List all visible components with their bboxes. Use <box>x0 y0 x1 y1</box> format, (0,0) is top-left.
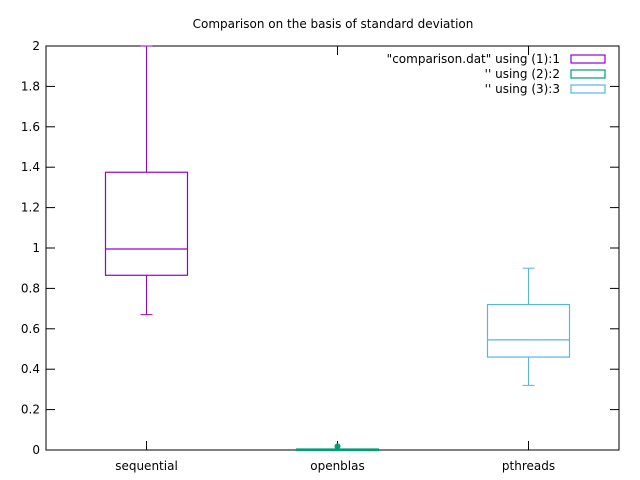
y-tick-label: 0 <box>32 443 40 457</box>
y-tick-label: 0.8 <box>21 281 40 295</box>
box-iqr <box>104 171 189 276</box>
outlier-point <box>334 443 341 450</box>
plot-border <box>45 45 620 451</box>
box-series <box>104 45 189 316</box>
axes: 0 0.2 0.4 0.6 0.8 1 1.2 1.4 1.6 1.8 2 sequential ope… <box>21 39 620 473</box>
y-tick-label: 0.6 <box>21 322 40 336</box>
legend-label: "comparison.dat" using (1):1 <box>387 52 560 66</box>
y-tick-label: 0.2 <box>21 403 40 417</box>
legend-swatch <box>570 54 606 64</box>
boxes <box>104 45 571 452</box>
y-tick-label: 1 <box>32 241 40 255</box>
legend: "comparison.dat" using (1):1'' using (2)… <box>387 52 606 96</box>
box-series <box>295 443 380 452</box>
y-tick-label: 1.8 <box>21 79 40 93</box>
legend-swatch <box>570 69 606 79</box>
box-iqr <box>486 303 571 358</box>
x-tick-label: openblas <box>310 459 365 473</box>
box-series <box>486 267 571 386</box>
chart-title: Comparison on the basis of standard devi… <box>193 17 474 31</box>
y-tick-label: 1.4 <box>21 160 40 174</box>
x-tick-label: sequential <box>115 459 178 473</box>
legend-label: '' using (2):2 <box>485 67 560 81</box>
x-tick-label: pthreads <box>502 459 555 473</box>
y-tick-label: 2 <box>32 39 40 53</box>
y-tick-label: 0.4 <box>21 362 40 376</box>
y-tick-label: 1.2 <box>21 201 40 215</box>
legend-label: '' using (3):3 <box>485 82 560 96</box>
legend-swatch <box>570 84 606 94</box>
y-tick-label: 1.6 <box>21 120 40 134</box>
